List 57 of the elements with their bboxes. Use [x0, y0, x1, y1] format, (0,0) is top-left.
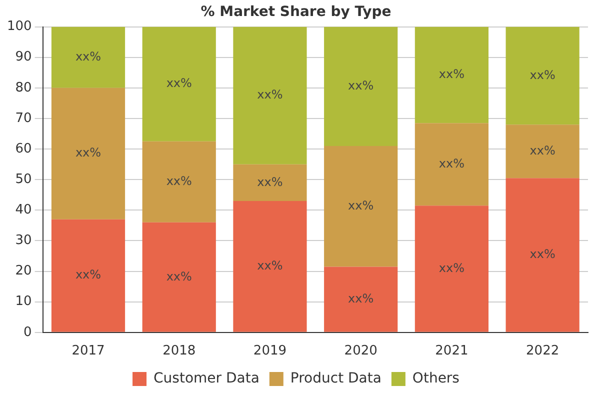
- data-label: xx%: [257, 174, 283, 189]
- data-label: xx%: [75, 268, 102, 282]
- bar: [414, 206, 489, 332]
- data-label: xx%: [166, 76, 192, 90]
- legend-label: Customer Data: [154, 370, 260, 387]
- x-tick-label: 2020: [344, 344, 378, 359]
- data-label: xx%: [530, 68, 556, 82]
- bar: [51, 88, 126, 220]
- bar: [506, 124, 580, 178]
- bar: [506, 26, 580, 125]
- legend-label: Others: [412, 370, 460, 387]
- y-tick-label: 10: [15, 294, 32, 310]
- data-label: xx%: [348, 291, 374, 306]
- bar: [142, 26, 216, 142]
- bar: [142, 141, 216, 222]
- x-tick-label: 2022: [526, 344, 560, 359]
- bar: [506, 178, 580, 332]
- y-tick-label: 20: [15, 264, 32, 279]
- data-label: xx%: [75, 146, 102, 160]
- x-tick-label: 2021: [435, 344, 468, 359]
- legend-label: Product Data: [290, 370, 382, 387]
- data-label: xx%: [348, 198, 374, 212]
- bar: [233, 26, 307, 164]
- y-tick-label: 50: [15, 172, 32, 187]
- data-label: xx%: [438, 156, 465, 170]
- bar: [142, 222, 216, 332]
- bar: [51, 219, 126, 332]
- chart-title: % Market Share by Type: [200, 4, 392, 20]
- data-label: xx%: [257, 88, 283, 102]
- data-label: xx%: [166, 174, 192, 188]
- x-tick-label: 2018: [162, 344, 196, 359]
- data-label: xx%: [257, 258, 283, 273]
- bar: [51, 26, 126, 88]
- bar: [324, 146, 398, 267]
- data-label: xx%: [438, 67, 465, 82]
- y-tick-label: 0: [24, 324, 32, 340]
- bar: [324, 266, 398, 332]
- bar: [233, 164, 307, 201]
- bar: [414, 26, 489, 124]
- data-label: xx%: [530, 247, 556, 262]
- y-tick-label: 40: [15, 202, 32, 218]
- y-tick-label: 90: [15, 50, 32, 65]
- y-tick-label: 60: [15, 141, 32, 156]
- data-label: xx%: [438, 260, 465, 275]
- y-tick-label: 100: [6, 19, 32, 34]
- bar: [233, 200, 307, 332]
- data-label: xx%: [75, 49, 102, 64]
- y-tick-label: 30: [15, 233, 32, 248]
- x-tick-label: 2019: [253, 344, 287, 359]
- bar: [414, 123, 489, 206]
- x-tick-label: 2017: [72, 344, 105, 359]
- data-label: xx%: [348, 78, 374, 93]
- bar: [324, 26, 398, 146]
- y-tick-label: 80: [15, 80, 32, 96]
- data-label: xx%: [530, 143, 556, 158]
- y-tick-label: 70: [15, 110, 32, 126]
- data-label: xx%: [166, 269, 192, 284]
